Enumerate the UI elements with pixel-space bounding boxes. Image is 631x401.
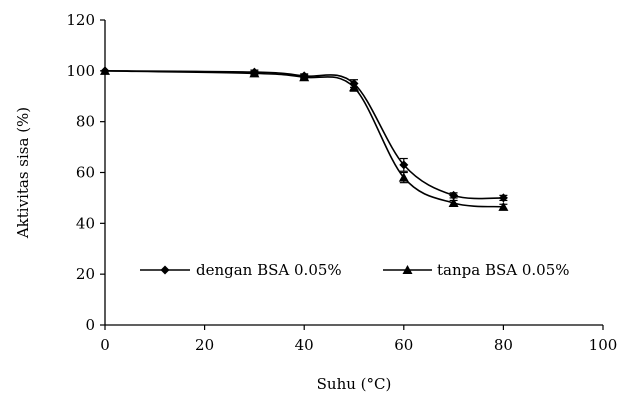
legend-label: tanpa BSA 0.05% [437, 261, 570, 279]
series-line [104, 70, 504, 208]
x-axis-title: Suhu (°C) [317, 375, 392, 393]
series-2 [100, 65, 509, 211]
y-tick-label: 0 [85, 316, 95, 334]
data-point [398, 172, 409, 182]
legend: dengan BSA 0.05% tanpa BSA 0.05% [140, 261, 570, 279]
y-axis-title: Aktivitas sisa (%) [14, 107, 32, 239]
x-tick-label: 80 [494, 336, 513, 354]
y-tick-label: 40 [76, 214, 95, 232]
y-tick-label: 60 [76, 164, 95, 182]
ticks: 0 20 40 60 80 100 120 0 20 40 60 80 100 [66, 11, 617, 354]
series-line [104, 70, 504, 200]
series-1 [100, 66, 508, 203]
y-tick-label: 20 [76, 265, 95, 283]
y-tick-label: 120 [66, 11, 95, 29]
legend-item-1: dengan BSA 0.05% [140, 261, 342, 279]
legend-item-2: tanpa BSA 0.05% [383, 261, 570, 279]
legend-label: dengan BSA 0.05% [196, 261, 342, 279]
data-point [449, 190, 459, 200]
x-tick-label: 40 [295, 336, 314, 354]
legend-marker [160, 265, 170, 275]
x-tick-label: 60 [394, 336, 413, 354]
x-tick-label: 0 [100, 336, 110, 354]
x-tick-label: 20 [195, 336, 214, 354]
data-point [498, 193, 508, 203]
y-tick-label: 100 [66, 62, 95, 80]
series-layer [100, 65, 509, 211]
y-tick-label: 80 [76, 113, 95, 131]
data-point [349, 82, 359, 92]
data-point [448, 198, 459, 207]
data-point [100, 65, 110, 75]
data-point [399, 160, 409, 170]
data-point [498, 201, 509, 211]
axes [104, 20, 603, 326]
data-point [299, 72, 310, 82]
x-tick-label: 100 [589, 336, 618, 354]
legend-marker [402, 265, 413, 274]
data-point [249, 68, 260, 78]
